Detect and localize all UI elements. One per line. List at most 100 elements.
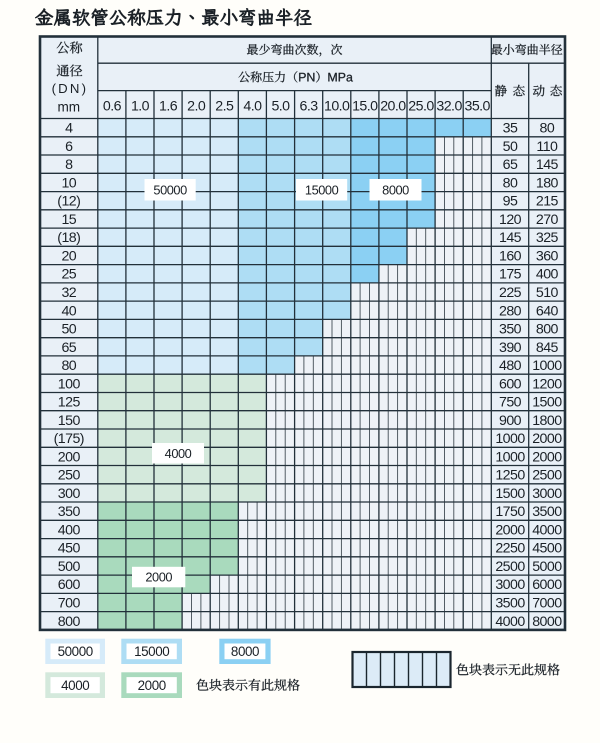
svg-text:2000: 2000 <box>138 678 166 693</box>
svg-text:2.5: 2.5 <box>215 98 234 114</box>
svg-text:4000: 4000 <box>495 614 525 630</box>
svg-text:(18): (18) <box>57 230 80 246</box>
svg-text:2000: 2000 <box>145 570 172 585</box>
svg-text:50: 50 <box>61 322 76 338</box>
svg-text:35: 35 <box>503 121 518 137</box>
svg-text:360: 360 <box>536 249 559 265</box>
svg-text:80: 80 <box>540 121 555 137</box>
svg-text:180: 180 <box>536 175 559 191</box>
svg-text:300: 300 <box>58 486 81 502</box>
svg-text:(DN): (DN) <box>52 81 89 96</box>
svg-text:95: 95 <box>503 194 518 210</box>
svg-text:2250: 2250 <box>495 541 525 557</box>
svg-text:6: 6 <box>65 139 73 155</box>
svg-text:25: 25 <box>61 267 76 283</box>
svg-text:25.0: 25.0 <box>408 98 434 114</box>
svg-text:325: 325 <box>536 230 559 246</box>
svg-text:640: 640 <box>536 303 559 319</box>
svg-text:350: 350 <box>58 504 81 520</box>
svg-text:250: 250 <box>58 468 81 484</box>
svg-text:270: 270 <box>536 212 559 228</box>
svg-text:4500: 4500 <box>532 541 562 557</box>
svg-text:150: 150 <box>58 413 81 429</box>
svg-text:1250: 1250 <box>495 468 525 484</box>
svg-text:500: 500 <box>58 559 81 575</box>
svg-text:125: 125 <box>58 395 81 411</box>
svg-text:800: 800 <box>58 614 81 630</box>
svg-text:0.6: 0.6 <box>103 98 122 114</box>
svg-text:(12): (12) <box>57 194 80 210</box>
svg-text:350: 350 <box>499 322 522 338</box>
svg-text:200: 200 <box>58 449 81 465</box>
svg-text:1.0: 1.0 <box>131 98 150 114</box>
svg-text:8000: 8000 <box>382 182 409 197</box>
svg-text:1000: 1000 <box>495 431 525 447</box>
svg-text:2000: 2000 <box>532 449 562 465</box>
svg-text:700: 700 <box>58 596 81 612</box>
svg-text:1.6: 1.6 <box>159 98 178 114</box>
svg-text:4000: 4000 <box>532 522 562 538</box>
svg-text:1800: 1800 <box>532 413 562 429</box>
svg-text:32: 32 <box>61 285 76 301</box>
svg-text:1000: 1000 <box>532 358 562 374</box>
svg-text:845: 845 <box>536 340 559 356</box>
svg-text:6.3: 6.3 <box>300 98 319 114</box>
svg-text:6000: 6000 <box>532 577 562 593</box>
svg-text:120: 120 <box>499 212 522 228</box>
svg-text:15: 15 <box>61 212 76 228</box>
svg-text:15000: 15000 <box>134 644 169 659</box>
svg-text:80: 80 <box>503 175 518 191</box>
svg-text:145: 145 <box>499 230 522 246</box>
svg-text:110: 110 <box>536 139 558 155</box>
svg-text:32.0: 32.0 <box>436 98 462 114</box>
svg-text:mm: mm <box>57 100 80 115</box>
svg-text:8: 8 <box>65 157 73 173</box>
svg-text:450: 450 <box>58 541 81 557</box>
svg-text:5000: 5000 <box>532 559 562 575</box>
svg-text:160: 160 <box>499 249 522 265</box>
svg-text:900: 900 <box>499 413 522 429</box>
svg-text:35.0: 35.0 <box>464 98 490 114</box>
svg-text:510: 510 <box>536 285 559 301</box>
svg-text:2000: 2000 <box>495 522 525 538</box>
svg-text:1200: 1200 <box>532 376 562 392</box>
svg-text:4: 4 <box>65 121 73 137</box>
svg-text:40: 40 <box>61 303 76 319</box>
svg-text:3000: 3000 <box>495 577 525 593</box>
svg-text:8000: 8000 <box>231 644 259 659</box>
svg-text:4.0: 4.0 <box>243 98 262 114</box>
svg-text:20: 20 <box>61 249 76 265</box>
svg-text:175: 175 <box>499 267 522 283</box>
svg-text:2000: 2000 <box>532 431 562 447</box>
svg-text:400: 400 <box>58 522 81 538</box>
svg-text:10.0: 10.0 <box>324 98 350 114</box>
svg-text:4000: 4000 <box>165 446 192 461</box>
svg-text:3500: 3500 <box>532 504 562 520</box>
svg-text:3500: 3500 <box>495 596 525 612</box>
svg-text:480: 480 <box>499 358 522 374</box>
svg-text:10: 10 <box>61 175 76 191</box>
svg-text:215: 215 <box>536 194 559 210</box>
svg-text:15.0: 15.0 <box>352 98 378 114</box>
svg-text:8000: 8000 <box>532 614 562 630</box>
svg-text:3000: 3000 <box>532 486 562 502</box>
svg-text:20.0: 20.0 <box>380 98 406 114</box>
svg-text:600: 600 <box>58 577 81 593</box>
svg-text:1500: 1500 <box>495 486 525 502</box>
svg-text:2500: 2500 <box>495 559 525 575</box>
svg-text:15000: 15000 <box>305 182 339 197</box>
svg-text:5.0: 5.0 <box>271 98 290 114</box>
svg-text:400: 400 <box>536 267 559 283</box>
svg-text:65: 65 <box>61 340 76 356</box>
svg-text:65: 65 <box>503 157 518 173</box>
svg-text:750: 750 <box>499 395 522 411</box>
svg-text:1000: 1000 <box>495 449 525 465</box>
svg-text:50000: 50000 <box>153 182 187 197</box>
svg-text:4000: 4000 <box>61 678 89 693</box>
svg-text:80: 80 <box>61 358 76 374</box>
svg-text:1500: 1500 <box>532 395 562 411</box>
svg-text:390: 390 <box>499 340 522 356</box>
svg-text:100: 100 <box>58 376 81 392</box>
svg-text:225: 225 <box>499 285 522 301</box>
svg-text:2.0: 2.0 <box>187 98 206 114</box>
